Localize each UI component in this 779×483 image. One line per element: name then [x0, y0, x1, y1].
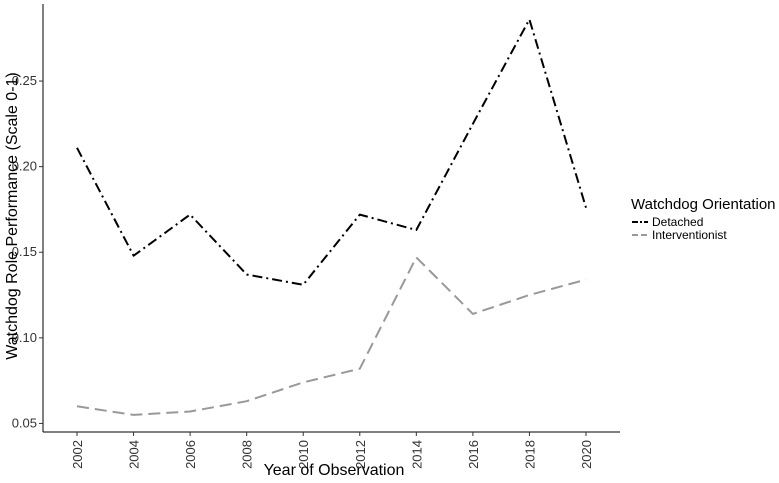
legend: Watchdog Orientation DetachedInterventio…: [631, 196, 776, 242]
y-tick-label: 0.25: [12, 73, 37, 88]
y-ticks: 0.05 0.10 0.15 0.20 0.25: [12, 73, 43, 430]
series-line-interventionist: [76, 256, 587, 416]
series-layer: [76, 18, 587, 416]
legend-label-detached: Detached: [652, 215, 703, 229]
x-tick-label: 2004: [127, 440, 142, 469]
x-ticks: 2002 2004 2006 2008 2010 2012 2014 2016 2018 2020: [70, 432, 594, 469]
axes: [42, 4, 620, 433]
x-tick-label: 2002: [70, 440, 85, 469]
x-tick-label: 2018: [522, 440, 537, 469]
y-axis-title: Watchdog Role Performance (Scale 0-1): [4, 72, 21, 360]
x-tick-label: 2010: [296, 440, 311, 469]
series-line-detached: [76, 18, 587, 286]
y-tick-label: 0.20: [12, 159, 37, 174]
y-tick-label: 0.15: [12, 244, 37, 259]
legend-label-interventionist: Interventionist: [652, 228, 727, 242]
x-tick-label: 2020: [579, 440, 594, 469]
y-tick-label: 0.10: [12, 330, 37, 345]
x-axis-title: Year of Observation: [264, 462, 405, 479]
x-tick-label: 2012: [353, 440, 368, 469]
x-tick-label: 2008: [240, 440, 255, 469]
y-tick-label: 0.05: [12, 415, 37, 430]
x-tick-label: 2016: [466, 440, 481, 469]
legend-title: Watchdog Orientation: [631, 196, 776, 213]
x-tick-label: 2006: [183, 440, 198, 469]
x-tick-label: 2014: [409, 440, 424, 469]
